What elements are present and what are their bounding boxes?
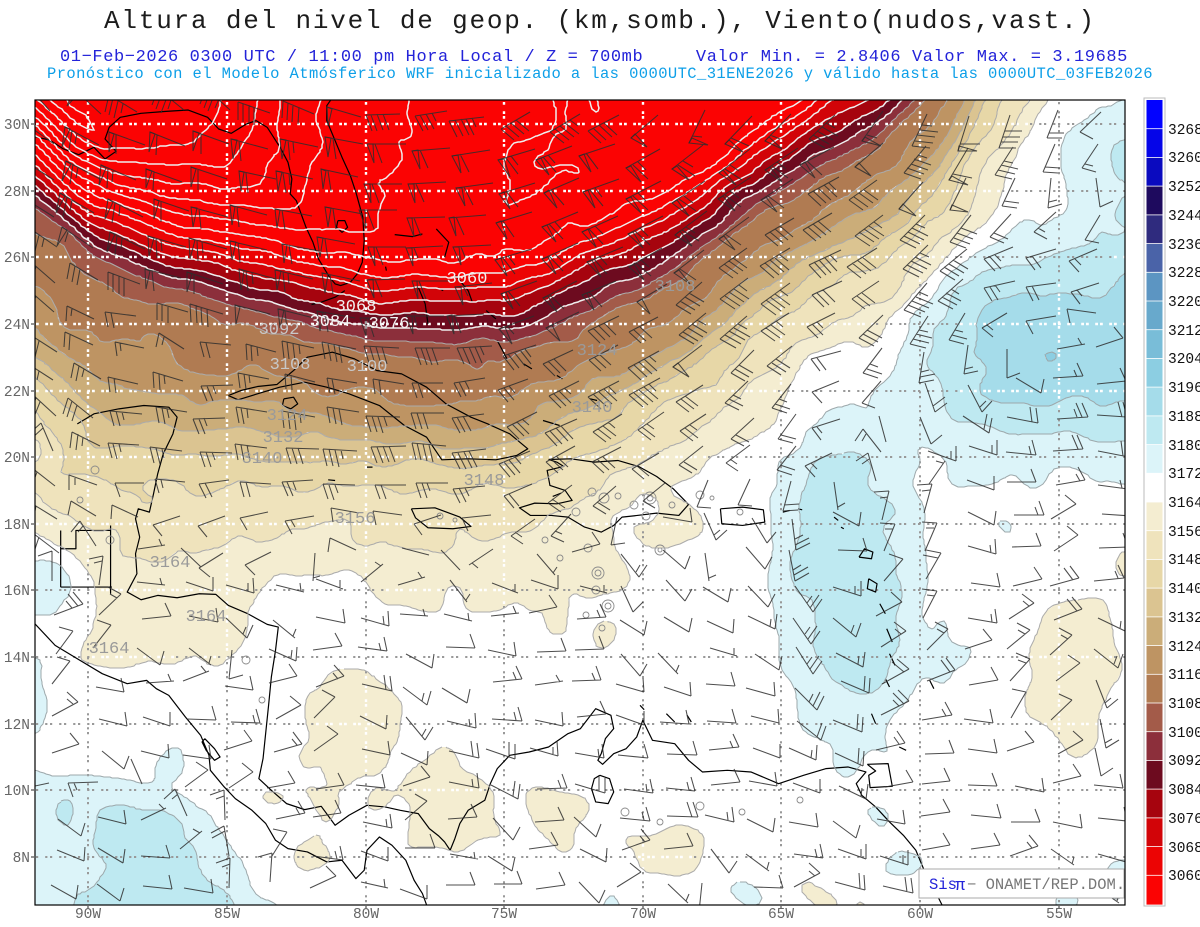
svg-text:18N: 18N (4, 518, 30, 534)
svg-text:3140: 3140 (1168, 582, 1200, 598)
svg-text:3228: 3228 (1168, 266, 1200, 282)
svg-text:3260: 3260 (1168, 151, 1200, 167)
svg-text:60W: 60W (907, 907, 933, 923)
svg-text:3172: 3172 (1168, 467, 1200, 483)
svg-text:3212: 3212 (1168, 324, 1200, 340)
svg-text:3060: 3060 (1168, 869, 1200, 885)
svg-text:3108: 3108 (655, 278, 696, 297)
svg-text:Pronóstico con el Modelo Atmós: Pronóstico con el Modelo Atmósferico WRF… (47, 65, 1153, 83)
svg-text:3156: 3156 (1168, 525, 1200, 541)
svg-text:8N: 8N (13, 851, 30, 867)
svg-text:22N: 22N (4, 385, 30, 401)
svg-text:3092: 3092 (1168, 754, 1200, 770)
svg-text:30N: 30N (4, 118, 30, 134)
svg-text:3148: 3148 (1168, 553, 1200, 569)
svg-text:3108: 3108 (270, 356, 311, 375)
svg-text:3060: 3060 (447, 270, 488, 289)
svg-text:3164: 3164 (150, 554, 191, 573)
svg-text:75W: 75W (491, 907, 517, 923)
svg-text:Sis: Sis (929, 876, 957, 894)
svg-text:3252: 3252 (1168, 180, 1200, 196)
svg-text:3084: 3084 (310, 313, 351, 332)
svg-text:3164: 3164 (1168, 496, 1200, 512)
svg-text:3084: 3084 (1168, 783, 1200, 799)
svg-text:3164: 3164 (89, 640, 130, 659)
svg-text:3140: 3140 (572, 399, 613, 418)
svg-text:3068: 3068 (1168, 841, 1200, 857)
svg-text:90W: 90W (75, 907, 101, 923)
svg-text:3164: 3164 (186, 608, 227, 627)
svg-text:20N: 20N (4, 451, 30, 467)
svg-text:85W: 85W (214, 907, 240, 923)
svg-text:3100: 3100 (1168, 726, 1200, 742)
svg-text:3116: 3116 (1168, 668, 1200, 684)
svg-text:24N: 24N (4, 318, 30, 334)
svg-text:3204: 3204 (1168, 352, 1200, 368)
svg-text:3132: 3132 (1168, 611, 1200, 627)
svg-text:3236: 3236 (1168, 238, 1200, 254)
svg-text:3108: 3108 (1168, 697, 1200, 713)
svg-text:π: π (955, 877, 965, 896)
svg-text:70W: 70W (630, 907, 656, 923)
svg-text:12N: 12N (4, 718, 30, 734)
svg-text:10N: 10N (4, 784, 30, 800)
svg-text:26N: 26N (4, 251, 30, 267)
svg-text:3068: 3068 (336, 298, 377, 317)
svg-text:Altura del nivel de geop. (km,: Altura del nivel de geop. (km,somb.), Vi… (104, 6, 1096, 36)
svg-text:65W: 65W (768, 907, 794, 923)
svg-text:− ONAMET/REP.DOM.: − ONAMET/REP.DOM. (967, 876, 1125, 894)
svg-text:3076: 3076 (1168, 812, 1200, 828)
svg-text:3124: 3124 (1168, 640, 1200, 656)
svg-text:01−Feb−2026 0300 UTC / 11:00: 01−Feb−2026 0300 UTC / 11:00 pm Hora Loc… (60, 48, 643, 67)
svg-text:80W: 80W (353, 907, 379, 923)
svg-text:3076: 3076 (369, 315, 410, 334)
svg-text:55W: 55W (1046, 907, 1072, 923)
svg-text:3196: 3196 (1168, 381, 1200, 397)
svg-text:3220: 3220 (1168, 295, 1200, 311)
svg-text:3140: 3140 (242, 450, 283, 469)
svg-text:3244: 3244 (1168, 209, 1200, 225)
svg-text:Valor Min. = 2.8406 Valor Max: Valor Min. = 2.8406 Valor Max. = 3.19685 (696, 48, 1128, 67)
svg-text:14N: 14N (4, 651, 30, 667)
svg-text:16N: 16N (4, 584, 30, 600)
svg-text:3132: 3132 (263, 429, 304, 448)
svg-text:3100: 3100 (347, 358, 388, 377)
svg-text:3188: 3188 (1168, 410, 1200, 426)
svg-text:3156: 3156 (335, 510, 376, 529)
svg-text:3124: 3124 (577, 342, 618, 361)
svg-text:3124: 3124 (267, 407, 308, 426)
svg-text:3148: 3148 (464, 472, 505, 491)
svg-text:3092: 3092 (259, 321, 300, 340)
svg-text:3268: 3268 (1168, 123, 1200, 139)
svg-text:28N: 28N (4, 185, 30, 201)
svg-text:3180: 3180 (1168, 439, 1200, 455)
